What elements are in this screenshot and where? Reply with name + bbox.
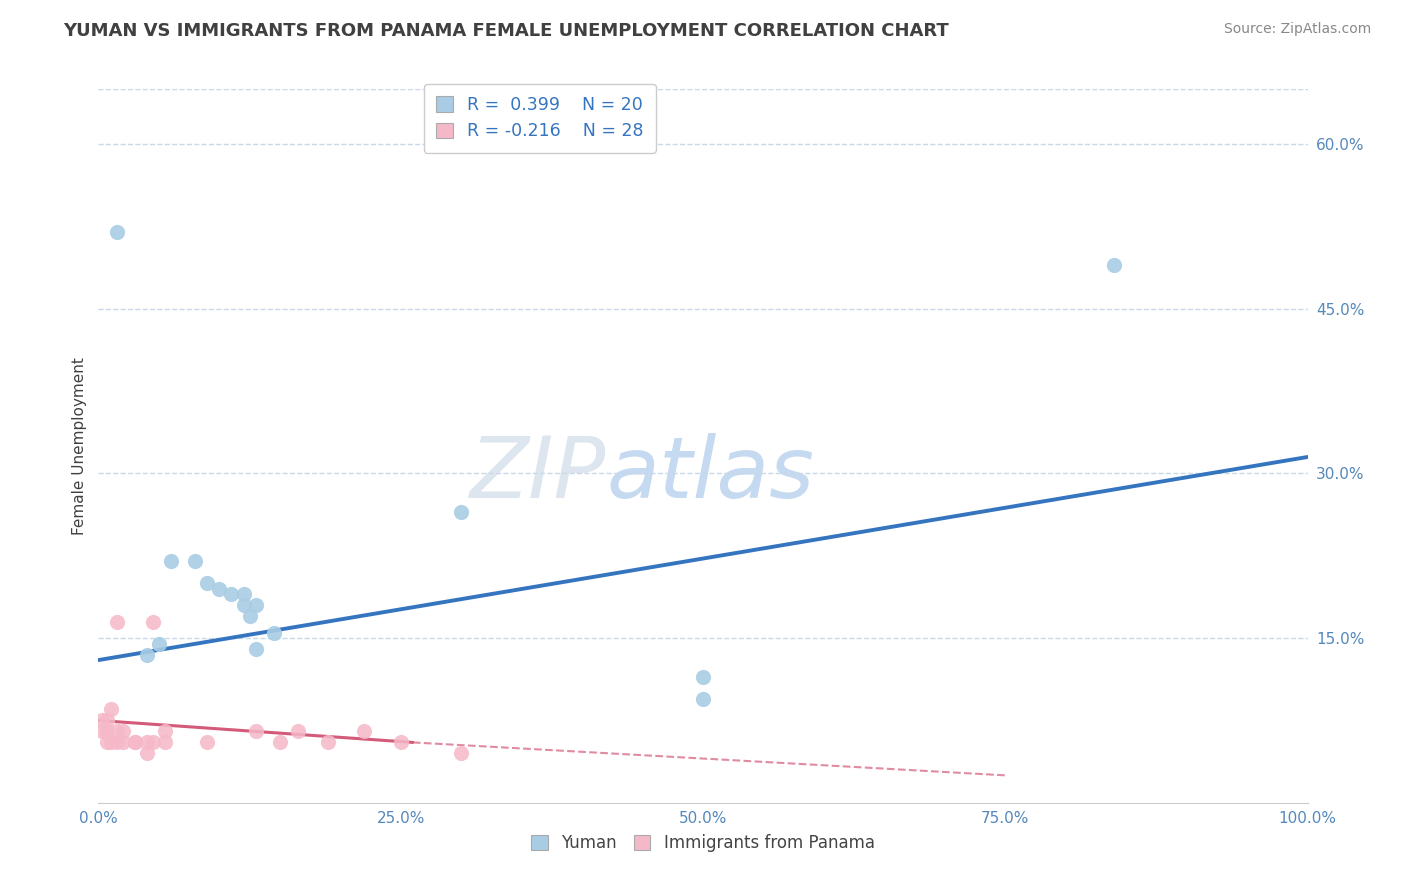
Point [91,724,114,739]
Point [232,587,254,601]
Point [245,642,267,657]
Text: atlas: atlas [606,433,814,516]
Point [135,735,157,749]
Point [221,587,243,601]
Point [239,609,262,624]
Point [208,582,231,596]
Point [142,615,165,629]
Text: YUMAN VS IMMIGRANTS FROM PANAMA FEMALE UNEMPLOYMENT CORRELATION CHART: YUMAN VS IMMIGRANTS FROM PANAMA FEMALE U… [63,22,949,40]
Point [100,702,122,716]
Point [184,554,207,568]
Point [96,724,118,739]
Point [142,735,165,749]
Point [692,691,714,706]
Point [111,735,134,749]
Text: Source: ZipAtlas.com: Source: ZipAtlas.com [1223,22,1371,37]
Point [287,724,309,739]
Point [105,615,128,629]
Point [245,724,267,739]
Point [96,714,118,728]
Point [135,747,157,761]
Point [160,554,183,568]
Point [105,225,128,239]
Point [124,735,146,749]
Point [153,724,176,739]
Point [353,724,375,739]
Point [1102,258,1125,272]
Point [389,735,412,749]
Point [263,625,285,640]
Point [692,669,714,683]
Point [450,747,472,761]
Point [100,735,122,749]
Point [111,724,134,739]
Y-axis label: Female Unemployment: Female Unemployment [72,357,87,535]
Point [269,735,291,749]
Point [135,648,157,662]
Point [105,724,128,739]
Point [245,598,267,612]
Point [91,714,114,728]
Point [153,735,176,749]
Point [232,598,254,612]
Text: ZIP: ZIP [470,433,606,516]
Point [195,576,218,591]
Point [96,735,118,749]
Legend: Yuman, Immigrants from Panama: Yuman, Immigrants from Panama [524,828,882,859]
Point [316,735,339,749]
Point [195,735,218,749]
Point [450,505,472,519]
Point [105,735,128,749]
Point [148,637,170,651]
Point [124,735,146,749]
